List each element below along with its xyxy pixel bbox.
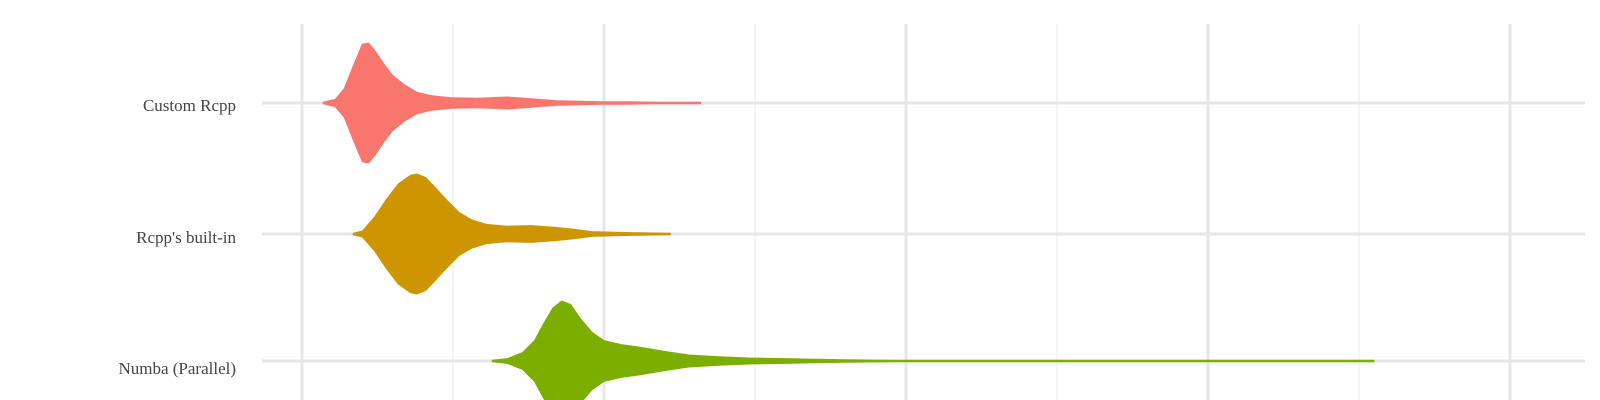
violins [322,42,1375,400]
category-label-custom-rcpp: Custom Rcpp [143,96,236,115]
violin-custom-rcpp [322,42,702,164]
violin-numba-parallel [491,300,1375,400]
category-label-rcpp-built-in: Rcpp's built-in [136,228,236,247]
category-labels: Custom Rcpp Rcpp's built-in Numba (Paral… [118,96,236,378]
category-label-numba-parallel: Numba (Parallel) [118,359,236,378]
violin-rcpp-s-built-in [352,173,671,295]
